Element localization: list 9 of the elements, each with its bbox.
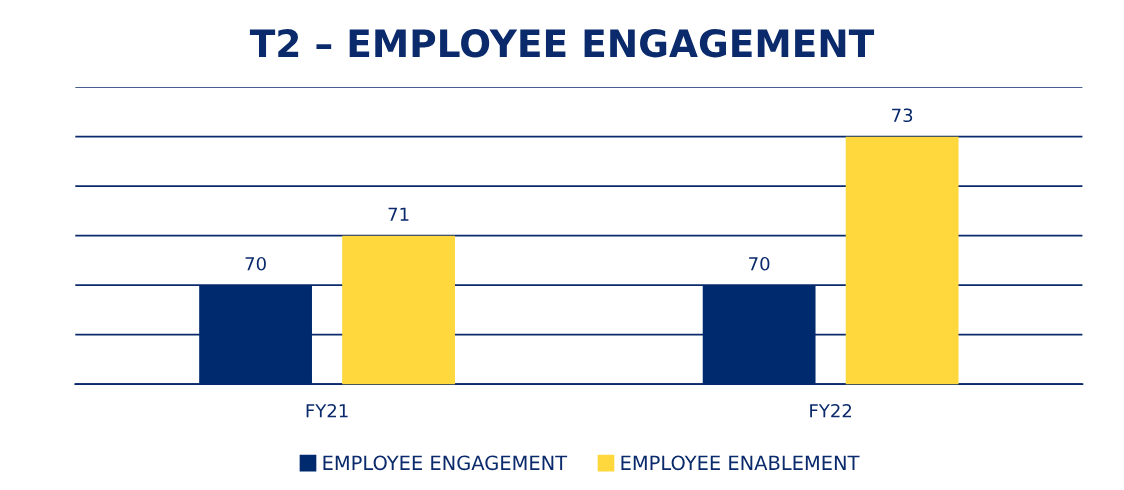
legend-label: EMPLOYEE ENABLEMENT xyxy=(621,455,860,471)
x-tick-label: FY22 xyxy=(810,403,852,418)
legend-label: EMPLOYEE ENGAGEMENT xyxy=(323,455,568,471)
chart-title: T2 – EMPLOYEE ENGAGEMENT xyxy=(249,29,875,58)
data-label: 70 xyxy=(749,256,770,271)
data-label: 71 xyxy=(388,207,409,221)
data-label: 70 xyxy=(245,256,266,271)
x-tick-label: FY21 xyxy=(306,403,348,418)
data-label: 73 xyxy=(892,108,913,123)
